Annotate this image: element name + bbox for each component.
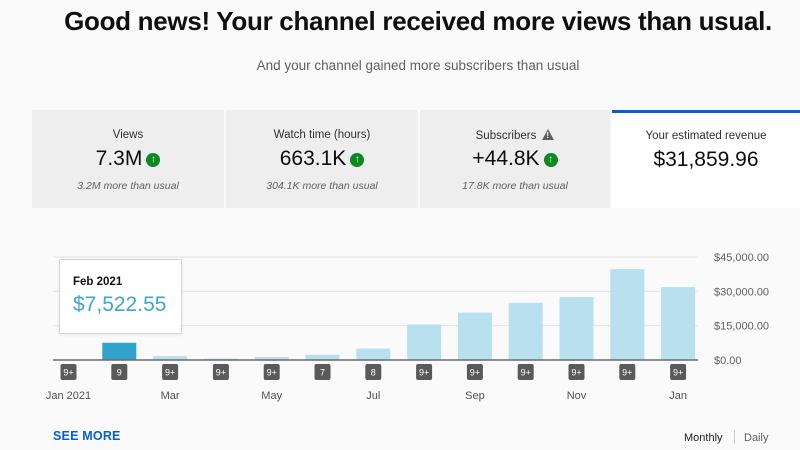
card-views[interactable]: Views 7.3M ↑ 3.2M more than usual: [32, 110, 224, 208]
badge-label: 9+: [521, 368, 531, 378]
y-tick-label: $0.00: [714, 355, 742, 367]
bar: [305, 354, 340, 360]
x-tick-label: May: [261, 390, 282, 402]
card-label: Your estimated revenue: [645, 130, 767, 142]
card-delta: 17.8K more than usual: [462, 180, 568, 192]
card-divider: [224, 110, 226, 208]
video-count-badge: [670, 364, 687, 380]
tooltip-period: Feb 2021: [73, 276, 123, 288]
video-count-badge: [60, 364, 77, 380]
warning-icon: [542, 129, 555, 140]
card-divider: [418, 110, 420, 208]
tooltip-value: $7,522.55: [73, 293, 167, 316]
video-count-badge: [568, 364, 585, 380]
card-label: Views: [112, 129, 144, 141]
see-more-link[interactable]: SEE MORE: [53, 429, 121, 443]
badge-label: 9: [117, 368, 122, 378]
x-tick-label: Nov: [567, 390, 587, 402]
bar: [559, 297, 594, 360]
badge-label: 9+: [63, 368, 73, 378]
x-tick-label: Jul: [366, 390, 380, 402]
subheadline: And your channel gained more subscribers…: [256, 58, 580, 73]
video-count-badge: [111, 364, 128, 380]
card-delta: 3.2M more than usual: [77, 180, 179, 192]
monthly-toggle[interactable]: Monthly: [684, 432, 723, 444]
metric-cards: Views 7.3M ↑ 3.2M more than usual Watch t…: [32, 110, 800, 208]
bar: [407, 324, 442, 360]
video-count-badge: [466, 364, 483, 380]
badge-label: 9+: [571, 368, 581, 378]
x-tick-label: Sep: [465, 390, 485, 402]
bar: [457, 312, 492, 360]
bar: [661, 287, 696, 360]
bar: [610, 269, 645, 360]
bar: [153, 356, 188, 360]
card-value: 7.3M ↑: [32, 147, 224, 171]
headline: Good news! Your channel received more vi…: [64, 6, 772, 36]
y-tick-label: $15,000.00: [714, 321, 769, 333]
video-count-badge: [365, 364, 382, 380]
video-count-badge: [517, 364, 534, 380]
video-count-badge: [162, 364, 179, 380]
bar: [254, 357, 289, 360]
card-label: Subscribers: [420, 129, 610, 142]
x-tick-label: Mar: [161, 390, 180, 402]
badge-label: 9+: [165, 368, 175, 378]
card-subscribers[interactable]: Subscribers +44.8K↑ 17.8K more than usua…: [420, 110, 610, 208]
card-value: $31,859.96: [653, 148, 759, 171]
card-label: Watch time (hours): [273, 129, 371, 141]
trend-up-icon: ↑: [350, 153, 365, 167]
badge-label: 9+: [470, 368, 480, 378]
toggle-divider: [734, 430, 735, 444]
badge-label: 8: [371, 368, 376, 378]
x-tick-label: Jan: [669, 390, 687, 402]
badge-label: 9+: [622, 368, 632, 378]
y-tick-label: $45,000.00: [714, 252, 769, 264]
y-tick-label: $30,000.00: [714, 286, 769, 298]
trend-up-icon: ↑: [543, 153, 558, 167]
badge-label: 7: [320, 368, 325, 378]
bar: [508, 302, 543, 360]
trend-up-icon: ↑: [146, 153, 161, 167]
card-watch-time[interactable]: Watch time (hours) 663.1K ↑ 304.1K more t…: [226, 110, 418, 208]
card-value: +44.8K ↑: [420, 147, 610, 171]
badge-label: 9+: [216, 368, 226, 378]
video-count-badge: [619, 364, 636, 380]
chart-tooltip: Feb 2021 $7,522.55: [59, 259, 182, 334]
badge-label: 9+: [673, 368, 683, 378]
x-tick-label: Jan 2021: [46, 390, 91, 402]
video-count-badge: [212, 364, 229, 380]
bar: [102, 342, 137, 360]
bar: [356, 348, 391, 360]
video-count-badge: [416, 364, 433, 380]
badge-label: 9+: [419, 368, 429, 378]
card-value: 663.1K ↑: [226, 147, 418, 171]
video-count-badge: [314, 364, 331, 380]
card-delta: 304.1K more than usual: [266, 180, 378, 192]
daily-toggle[interactable]: Daily: [744, 432, 769, 444]
card-estimated-revenue[interactable]: Your estimated revenue $31,859.96: [612, 110, 800, 208]
badge-label: 9+: [267, 368, 277, 378]
video-count-badge: [263, 364, 280, 380]
